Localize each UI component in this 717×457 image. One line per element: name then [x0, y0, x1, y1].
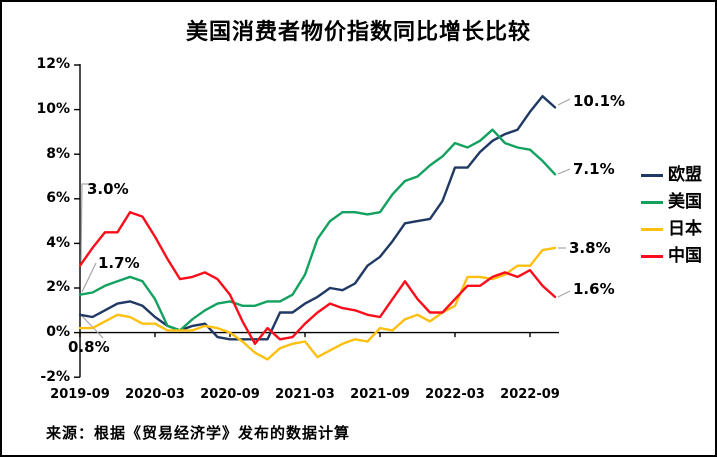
y-axis-tick-label: 12%	[36, 56, 70, 72]
annotation-eu-start: 0.8%	[68, 338, 110, 356]
annotation-china-end: 1.6%	[573, 280, 615, 298]
y-axis-tick-label: -2%	[40, 369, 70, 385]
eu-line-swatch	[641, 174, 663, 177]
y-axis-tick-label: 6%	[46, 190, 70, 206]
chart-title: 美国消费者物价指数同比增长比较	[185, 19, 531, 45]
legend-item-japan: 日本	[641, 216, 713, 243]
legend-label: 中国	[668, 246, 702, 266]
legend-label: 欧盟	[668, 165, 702, 185]
legend-label: 日本	[668, 219, 702, 239]
x-axis-tick-label: 2022-03	[425, 387, 485, 402]
y-axis-tick-label: 0%	[46, 324, 70, 340]
legend-item-china: 中国	[641, 243, 713, 270]
source-note: 来源：根据《贸易经济学》发布的数据计算	[46, 424, 351, 442]
x-axis-tick-label: 2020-09	[200, 387, 260, 402]
x-axis-tick-label: 2020-03	[125, 387, 185, 402]
japan-line-swatch	[641, 228, 663, 231]
x-axis-tick-label: 2022-09	[500, 387, 560, 402]
x-axis-tick-label: 2021-03	[275, 387, 335, 402]
legend-item-eu: 欧盟	[641, 162, 713, 189]
x-axis-tick-label: 2021-09	[350, 387, 410, 402]
legend-item-usa: 美国	[641, 189, 713, 216]
y-axis-tick-label: 10%	[36, 101, 70, 117]
y-axis-tick-label: 8%	[46, 146, 70, 162]
annotation-usa-start: 1.7%	[98, 254, 140, 272]
usa-line-swatch	[641, 201, 663, 204]
china-line-swatch	[641, 255, 663, 258]
annotation-usa-end: 7.1%	[573, 160, 615, 178]
legend: 欧盟 美国 日本 中国	[641, 162, 713, 270]
annotation-japan-end: 3.8%	[569, 239, 611, 257]
y-axis-tick-label: 4%	[46, 235, 70, 251]
annotation-china-start: 3.0%	[87, 180, 129, 198]
annotation-eu-end: 10.1%	[573, 92, 626, 110]
y-axis-tick-label: 2%	[46, 279, 70, 295]
x-axis-tick-label: 2019-09	[50, 387, 110, 402]
legend-label: 美国	[668, 192, 702, 212]
